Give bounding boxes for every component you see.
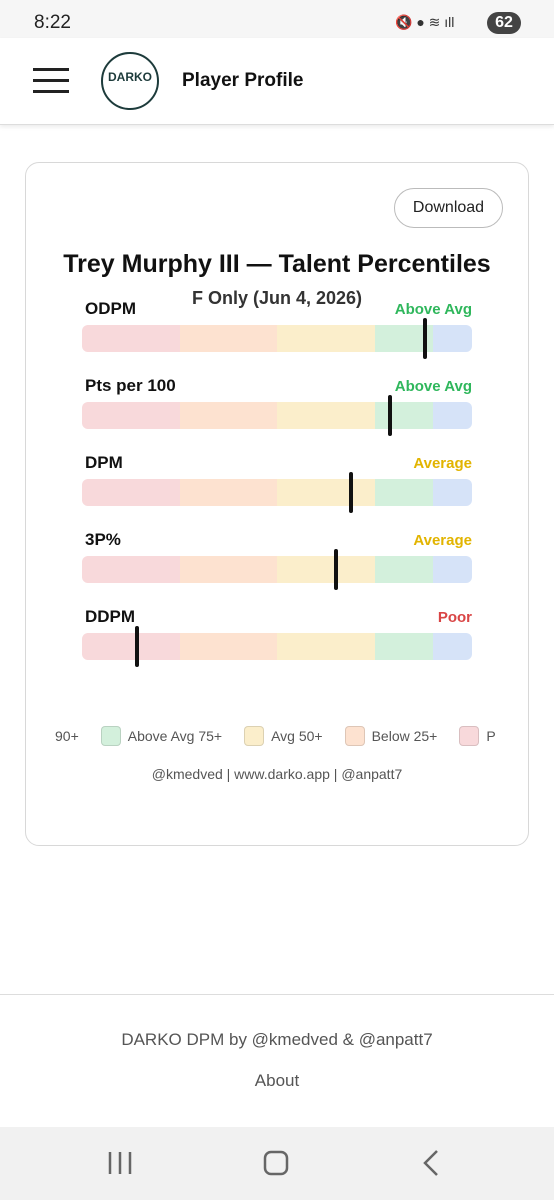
zone	[277, 479, 375, 506]
card-title: Trey Murphy III — Talent Percentiles	[63, 250, 491, 278]
zone	[374, 402, 433, 429]
zone	[433, 556, 472, 583]
credits: @kmedved | www.darko.app | @anpatt7	[151, 766, 403, 782]
zone	[82, 633, 180, 660]
metric-label: DPM	[85, 453, 123, 472]
legend-swatch	[344, 726, 365, 746]
about-link[interactable]: About	[254, 1071, 300, 1090]
zone	[374, 556, 433, 583]
metric-rating: Above Avg	[394, 378, 472, 395]
zone	[374, 633, 433, 660]
legend-item: Below 25+	[344, 726, 438, 746]
zone	[179, 556, 277, 583]
nav-icons	[108, 1150, 438, 1176]
menu-button[interactable]	[33, 68, 69, 94]
metric-rating: Average	[413, 532, 472, 549]
legend-item: Avg 50+	[244, 726, 323, 746]
nav-bar	[0, 1127, 554, 1200]
percentile-marker	[349, 472, 354, 513]
metric-label: Pts per 100	[85, 376, 176, 395]
zone	[82, 479, 180, 506]
zone	[433, 325, 472, 352]
logo[interactable]: DARKO	[101, 52, 159, 110]
percentile-marker	[134, 626, 139, 667]
percentile-bar	[82, 325, 472, 352]
legend-label: 90+	[55, 728, 79, 744]
legend-swatch	[459, 726, 480, 746]
status-icons: 🔇 ● ≋ ıll	[395, 14, 455, 30]
legend-swatch	[244, 726, 265, 746]
zone	[179, 633, 277, 660]
percentile-bar	[82, 556, 472, 583]
app-header: DARKO Player Profile	[0, 38, 554, 125]
footer-text: DARKO DPM by @kmedved & @anpatt7	[121, 1030, 433, 1049]
footer-divider	[0, 994, 554, 995]
percentile-marker	[388, 395, 393, 436]
zone	[277, 633, 375, 660]
zone	[433, 633, 472, 660]
legend-swatch	[100, 726, 121, 746]
zone	[433, 402, 472, 429]
legend-label: P	[486, 728, 496, 744]
metric-label: 3P%	[85, 530, 121, 549]
status-bar: 8:22 🔇 ● ≋ ıll 62	[0, 0, 554, 38]
legend-item: P	[459, 726, 496, 746]
zone	[179, 325, 277, 352]
header-title: Player Profile	[182, 70, 304, 91]
percentile-bar	[82, 479, 472, 506]
zone	[179, 479, 277, 506]
zone	[277, 325, 375, 352]
metric-rating: Above Avg	[394, 301, 472, 318]
battery: 62	[487, 12, 521, 34]
zone	[433, 479, 472, 506]
metric-label: DDPM	[85, 607, 136, 626]
zone	[82, 325, 180, 352]
metric-rating: Poor	[437, 609, 472, 626]
percentile-marker	[333, 549, 338, 590]
legend-viewport[interactable]: 90+ Above Avg 75+ Avg 50+ Below 25+ P	[27, 722, 502, 750]
zone	[277, 402, 375, 429]
percentile-bar	[82, 402, 472, 429]
legend: 90+ Above Avg 75+ Avg 50+ Below 25+ P	[27, 722, 502, 750]
zone	[82, 402, 180, 429]
legend-label: Avg 50+	[271, 728, 323, 744]
download-button[interactable]: Download	[394, 188, 503, 228]
percentile-bar	[82, 633, 472, 660]
percentile-marker	[423, 318, 428, 359]
zone	[82, 556, 180, 583]
zone	[277, 556, 375, 583]
logo-text: DARKO	[108, 70, 152, 84]
zone	[374, 479, 433, 506]
legend-item: 90+	[55, 728, 79, 744]
clock: 8:22	[34, 12, 71, 33]
legend-label: Above Avg 75+	[127, 728, 223, 744]
legend-label: Below 25+	[371, 728, 438, 744]
zone	[179, 402, 277, 429]
card-subtitle: F Only (Jun 4, 2026)	[191, 288, 363, 308]
legend-item: Above Avg 75+	[100, 726, 223, 746]
metric-label: ODPM	[85, 299, 136, 318]
metric-rating: Average	[413, 455, 472, 472]
